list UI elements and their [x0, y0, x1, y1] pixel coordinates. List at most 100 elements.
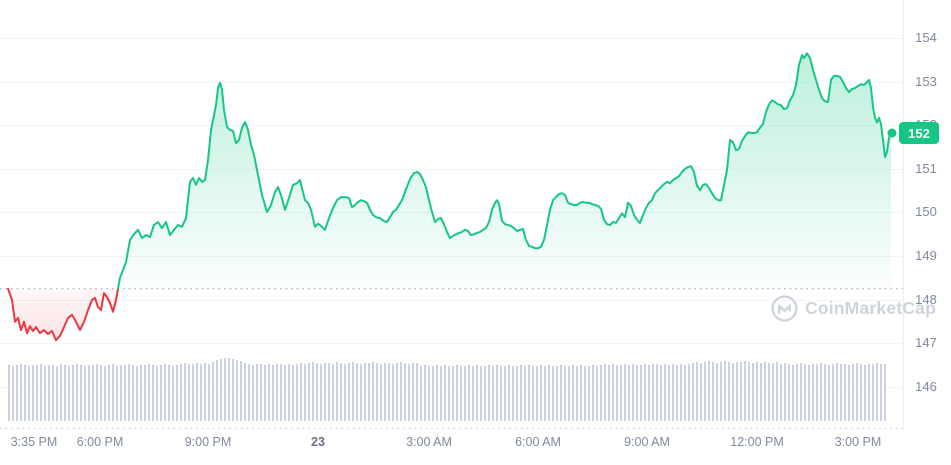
- volume-bar: [436, 365, 438, 421]
- volume-bar: [200, 364, 202, 421]
- volume-bar: [800, 363, 802, 421]
- volume-bar: [876, 363, 878, 421]
- volume-bar: [116, 366, 118, 421]
- volume-bar: [416, 363, 418, 421]
- volume-bar: [556, 366, 558, 421]
- volume-bar: [240, 361, 242, 421]
- volume-bar: [308, 363, 310, 421]
- volume-bar: [392, 364, 394, 421]
- volume-bar: [120, 365, 122, 421]
- volume-bar: [8, 365, 10, 421]
- volume-bar: [816, 364, 818, 421]
- volume-bar: [544, 366, 546, 421]
- y-axis-label-148: 148: [915, 291, 937, 307]
- x-axis-label-9-00-am: 9:00 AM: [624, 435, 670, 449]
- volume-bar: [848, 365, 850, 421]
- volume-bar: [180, 364, 182, 421]
- volume-bar: [324, 363, 326, 421]
- volume-bars: [8, 358, 886, 421]
- volume-bar: [36, 365, 38, 421]
- y-axis-label-150: 150: [915, 204, 937, 220]
- volume-bar: [44, 366, 46, 421]
- y-axis-label-147: 147: [915, 335, 937, 351]
- volume-bar: [128, 364, 130, 421]
- volume-bar: [224, 358, 226, 421]
- volume-bar: [136, 366, 138, 421]
- volume-bar: [492, 366, 494, 421]
- volume-bar: [432, 366, 434, 421]
- volume-bar: [608, 365, 610, 421]
- volume-bar: [488, 365, 490, 421]
- volume-bar: [588, 366, 590, 421]
- volume-bar: [104, 366, 106, 421]
- volume-bar: [728, 362, 730, 421]
- y-axis-label-149: 149: [915, 248, 937, 263]
- volume-bar: [668, 365, 670, 421]
- volume-bar: [692, 363, 694, 421]
- volume-bar: [24, 365, 26, 421]
- volume-bar: [380, 364, 382, 421]
- volume-bar: [244, 363, 246, 421]
- volume-bar: [344, 364, 346, 421]
- volume-bar: [700, 363, 702, 421]
- volume-bar: [868, 364, 870, 421]
- volume-bar: [140, 365, 142, 421]
- volume-bar: [832, 364, 834, 421]
- volume-bar: [672, 364, 674, 421]
- volume-bar: [780, 364, 782, 421]
- volume-bar: [32, 365, 34, 421]
- volume-bar: [212, 362, 214, 421]
- volume-bar: [564, 366, 566, 421]
- volume-bar: [112, 364, 114, 421]
- volume-bar: [412, 363, 414, 421]
- volume-bar: [464, 366, 466, 421]
- volume-bar: [688, 364, 690, 421]
- volume-bar: [748, 362, 750, 421]
- volume-bar: [496, 365, 498, 421]
- volume-bar: [452, 366, 454, 421]
- volume-bar: [348, 363, 350, 421]
- current-price-value: 152: [908, 125, 930, 141]
- price-line-up: [117, 52, 892, 290]
- volume-bar: [660, 365, 662, 421]
- volume-bar: [760, 363, 762, 421]
- volume-bar: [652, 364, 654, 421]
- volume-bar: [824, 364, 826, 421]
- volume-bar: [500, 366, 502, 421]
- coinmarketcap-watermark-link[interactable]: CoinMarketCap: [771, 295, 936, 322]
- volume-bar: [532, 366, 534, 421]
- volume-bar: [360, 364, 362, 421]
- volume-bar: [280, 364, 282, 421]
- volume-bar: [108, 365, 110, 421]
- volume-bar: [776, 362, 778, 421]
- volume-bar: [708, 361, 710, 421]
- volume-bar: [204, 363, 206, 421]
- volume-bar: [620, 365, 622, 421]
- volume-bar: [524, 366, 526, 421]
- x-axis-label-6-00-pm: 6:00 PM: [76, 435, 124, 449]
- volume-bar: [664, 364, 666, 421]
- volume-bar: [808, 365, 810, 421]
- volume-bar: [92, 365, 94, 421]
- volume-bar: [552, 366, 554, 421]
- volume-bar: [884, 364, 886, 421]
- watermark-text: CoinMarketCap: [805, 298, 936, 318]
- volume-bar: [732, 363, 734, 421]
- volume-bar: [384, 363, 386, 421]
- volume-bar: [592, 365, 594, 421]
- volume-bar: [40, 364, 42, 421]
- volume-bar: [508, 365, 510, 421]
- volume-bar: [56, 366, 58, 421]
- volume-bar: [644, 364, 646, 421]
- volume-bar: [752, 363, 754, 421]
- volume-bar: [276, 364, 278, 421]
- volume-bar: [284, 365, 286, 421]
- volume-bar: [712, 362, 714, 421]
- volume-bar: [792, 365, 794, 421]
- volume-bar: [856, 363, 858, 421]
- volume-bar: [64, 365, 66, 421]
- volume-bar: [356, 363, 358, 421]
- volume-bar: [504, 366, 506, 421]
- volume-bar: [656, 364, 658, 421]
